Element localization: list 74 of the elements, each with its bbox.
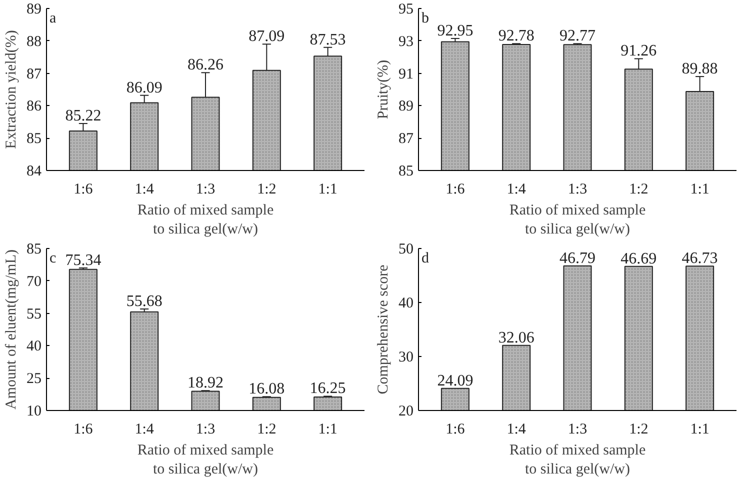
- y-tick-label: 93: [398, 34, 414, 50]
- x-tick-label: 1:1: [690, 182, 710, 198]
- y-tick-label: 10: [26, 404, 42, 420]
- x-axis-title: Ratio of mixed sample to silica gel(w/w): [509, 442, 646, 478]
- y-tick-label: 88: [26, 34, 42, 50]
- y-tick-label: 40: [26, 338, 42, 355]
- annotation: c: [50, 250, 57, 266]
- data-label: 16.08: [248, 380, 285, 398]
- data-label: 18.92: [188, 374, 224, 392]
- data-label: 85.22: [65, 108, 102, 125]
- y-tick-label: 55: [26, 306, 42, 322]
- x-tick-label: 1:3: [196, 182, 216, 198]
- x-tick-label: 1:2: [257, 182, 276, 198]
- x-tick-label: 1:3: [196, 422, 216, 438]
- y-tick-label: 85: [26, 242, 42, 258]
- data-label: 87.09: [248, 28, 285, 46]
- y-tick-label: 40: [398, 296, 414, 312]
- x-tick-label: 1:4: [506, 182, 526, 198]
- x-tick-label: 1:2: [629, 182, 648, 198]
- data-label: 92.77: [560, 28, 596, 45]
- y-tick-label: 89: [398, 98, 414, 115]
- y-tick-label: 91: [398, 66, 414, 82]
- x-axis-title: Ratio of mixed sample to silica gel(w/w): [137, 202, 274, 238]
- x-tick-label: 1:3: [568, 422, 588, 438]
- y-tick-label: 70: [26, 274, 42, 290]
- x-tick-label: 1:2: [257, 422, 276, 438]
- x-tick-label: 1:6: [74, 422, 94, 438]
- y-axis-title: Extraction yield(%): [4, 30, 20, 149]
- x-axis-title: Ratio of mixed sample to silica gel(w/w): [509, 202, 646, 238]
- x-tick-label: 1:2: [629, 422, 648, 438]
- annotation: b: [422, 10, 430, 26]
- y-tick-label: 84: [26, 164, 42, 180]
- data-label: 46.79: [560, 250, 596, 267]
- x-tick-label: 1:1: [690, 422, 710, 438]
- y-tick-label: 25: [26, 371, 42, 388]
- data-label: 46.69: [620, 250, 657, 268]
- y-tick-label: 89: [26, 2, 42, 18]
- x-tick-label: 1:4: [506, 422, 526, 438]
- y-tick-label: 85: [398, 164, 414, 180]
- x-tick-label: 1:6: [74, 182, 94, 198]
- data-label: 16.25: [310, 380, 346, 398]
- x-tick-label: 1:6: [446, 182, 466, 198]
- y-tick-label: 86: [26, 98, 42, 115]
- annotation: a: [50, 10, 57, 26]
- x-tick-label: 1:3: [568, 182, 588, 198]
- y-tick-label: 87: [26, 66, 42, 82]
- data-label: 55.68: [126, 292, 162, 310]
- y-axis-title: Comprehensive score: [376, 264, 392, 394]
- y-tick-label: 50: [398, 242, 414, 258]
- x-tick-label: 1:1: [318, 422, 338, 438]
- data-label: 75.34: [65, 252, 102, 269]
- y-axis-title: Amount of eluent(mg/mL): [4, 250, 20, 410]
- y-tick-label: 87: [398, 131, 414, 148]
- x-axis-title: Ratio of mixed sample to silica gel(w/w): [137, 442, 274, 478]
- data-label: 92.95: [437, 22, 474, 40]
- data-label: 24.09: [437, 372, 474, 390]
- data-label: 86.09: [126, 79, 162, 96]
- data-label: 46.73: [682, 250, 718, 268]
- y-tick-label: 95: [398, 2, 414, 18]
- data-label: 86.26: [188, 56, 224, 74]
- y-axis-title: Pruity(%): [376, 60, 392, 120]
- data-label: 92.78: [498, 28, 534, 45]
- x-tick-label: 1:4: [134, 182, 154, 198]
- y-tick-label: 20: [398, 404, 414, 420]
- x-tick-label: 1:1: [318, 182, 338, 198]
- data-label: 32.06: [498, 329, 534, 346]
- x-tick-label: 1:6: [446, 422, 466, 438]
- data-label: 87.53: [310, 31, 346, 48]
- data-label: 89.88: [682, 60, 718, 78]
- y-tick-label: 85: [26, 131, 42, 148]
- x-tick-label: 1:4: [134, 422, 154, 438]
- y-tick-label: 30: [398, 350, 414, 366]
- annotation: d: [422, 250, 430, 266]
- data-label: 91.26: [620, 42, 657, 60]
